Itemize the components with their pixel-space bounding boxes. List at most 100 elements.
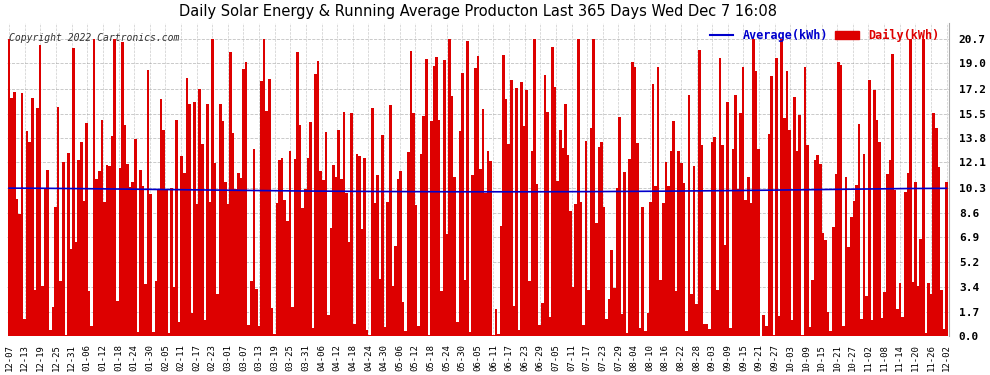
- Bar: [116, 301, 119, 336]
- Bar: [669, 151, 672, 336]
- Bar: [796, 152, 799, 336]
- Bar: [592, 39, 595, 336]
- Bar: [347, 242, 350, 336]
- Bar: [152, 332, 154, 336]
- Bar: [317, 62, 320, 336]
- Bar: [82, 201, 85, 336]
- Bar: [479, 169, 482, 336]
- Bar: [42, 286, 44, 336]
- Bar: [812, 280, 814, 336]
- Bar: [373, 203, 376, 336]
- Bar: [371, 108, 373, 336]
- Bar: [262, 39, 265, 336]
- Bar: [865, 296, 868, 336]
- Bar: [172, 287, 175, 336]
- Bar: [204, 320, 206, 336]
- Bar: [603, 207, 605, 336]
- Bar: [528, 281, 531, 336]
- Bar: [402, 302, 405, 336]
- Bar: [569, 210, 572, 336]
- Bar: [928, 283, 930, 336]
- Bar: [265, 111, 268, 336]
- Bar: [852, 201, 855, 336]
- Bar: [693, 166, 695, 336]
- Bar: [257, 326, 260, 336]
- Bar: [510, 80, 513, 336]
- Bar: [930, 294, 933, 336]
- Bar: [631, 62, 634, 336]
- Bar: [127, 164, 129, 336]
- Bar: [827, 312, 830, 336]
- Bar: [249, 280, 252, 336]
- Bar: [248, 325, 249, 336]
- Legend: Average(kWh), Daily(kWh): Average(kWh), Daily(kWh): [705, 25, 944, 47]
- Bar: [564, 104, 566, 336]
- Bar: [561, 148, 564, 336]
- Bar: [438, 120, 441, 336]
- Bar: [255, 288, 257, 336]
- Bar: [553, 87, 556, 336]
- Bar: [363, 158, 366, 336]
- Bar: [762, 315, 765, 336]
- Bar: [786, 70, 788, 336]
- Bar: [775, 58, 778, 336]
- Bar: [301, 208, 304, 336]
- Bar: [582, 325, 585, 336]
- Bar: [752, 39, 754, 336]
- Bar: [260, 81, 262, 336]
- Text: Copyright 2022 Cartronics.com: Copyright 2022 Cartronics.com: [9, 33, 180, 42]
- Bar: [840, 65, 842, 336]
- Bar: [500, 226, 502, 336]
- Bar: [453, 177, 456, 336]
- Bar: [296, 52, 299, 336]
- Bar: [366, 330, 368, 336]
- Bar: [175, 120, 178, 336]
- Bar: [307, 158, 309, 336]
- Bar: [69, 249, 72, 336]
- Bar: [531, 151, 534, 336]
- Bar: [616, 188, 618, 336]
- Bar: [270, 309, 273, 336]
- Bar: [471, 175, 474, 336]
- Bar: [814, 160, 817, 336]
- Bar: [217, 294, 219, 336]
- Bar: [407, 152, 410, 336]
- Bar: [77, 160, 80, 336]
- Bar: [662, 203, 664, 336]
- Bar: [381, 135, 384, 336]
- Bar: [734, 95, 737, 336]
- Bar: [431, 121, 433, 336]
- Bar: [847, 247, 850, 336]
- Bar: [37, 108, 39, 336]
- Bar: [706, 324, 708, 336]
- Bar: [639, 327, 642, 336]
- Bar: [626, 333, 629, 336]
- Bar: [721, 145, 724, 336]
- Bar: [114, 39, 116, 336]
- Bar: [891, 54, 894, 336]
- Bar: [384, 327, 386, 336]
- Bar: [281, 158, 283, 336]
- Bar: [476, 56, 479, 336]
- Bar: [180, 156, 183, 336]
- Bar: [521, 82, 523, 336]
- Bar: [749, 204, 752, 336]
- Bar: [719, 58, 721, 336]
- Bar: [907, 173, 909, 336]
- Bar: [942, 329, 945, 336]
- Bar: [379, 279, 381, 336]
- Bar: [193, 102, 196, 336]
- Bar: [793, 97, 796, 336]
- Bar: [21, 93, 24, 336]
- Bar: [24, 318, 26, 336]
- Bar: [304, 189, 307, 336]
- Bar: [690, 294, 693, 336]
- Bar: [142, 186, 145, 336]
- Bar: [56, 107, 59, 336]
- Bar: [219, 104, 222, 336]
- Bar: [441, 291, 444, 336]
- Bar: [857, 124, 860, 336]
- Bar: [883, 292, 886, 336]
- Bar: [572, 287, 574, 336]
- Bar: [624, 172, 626, 336]
